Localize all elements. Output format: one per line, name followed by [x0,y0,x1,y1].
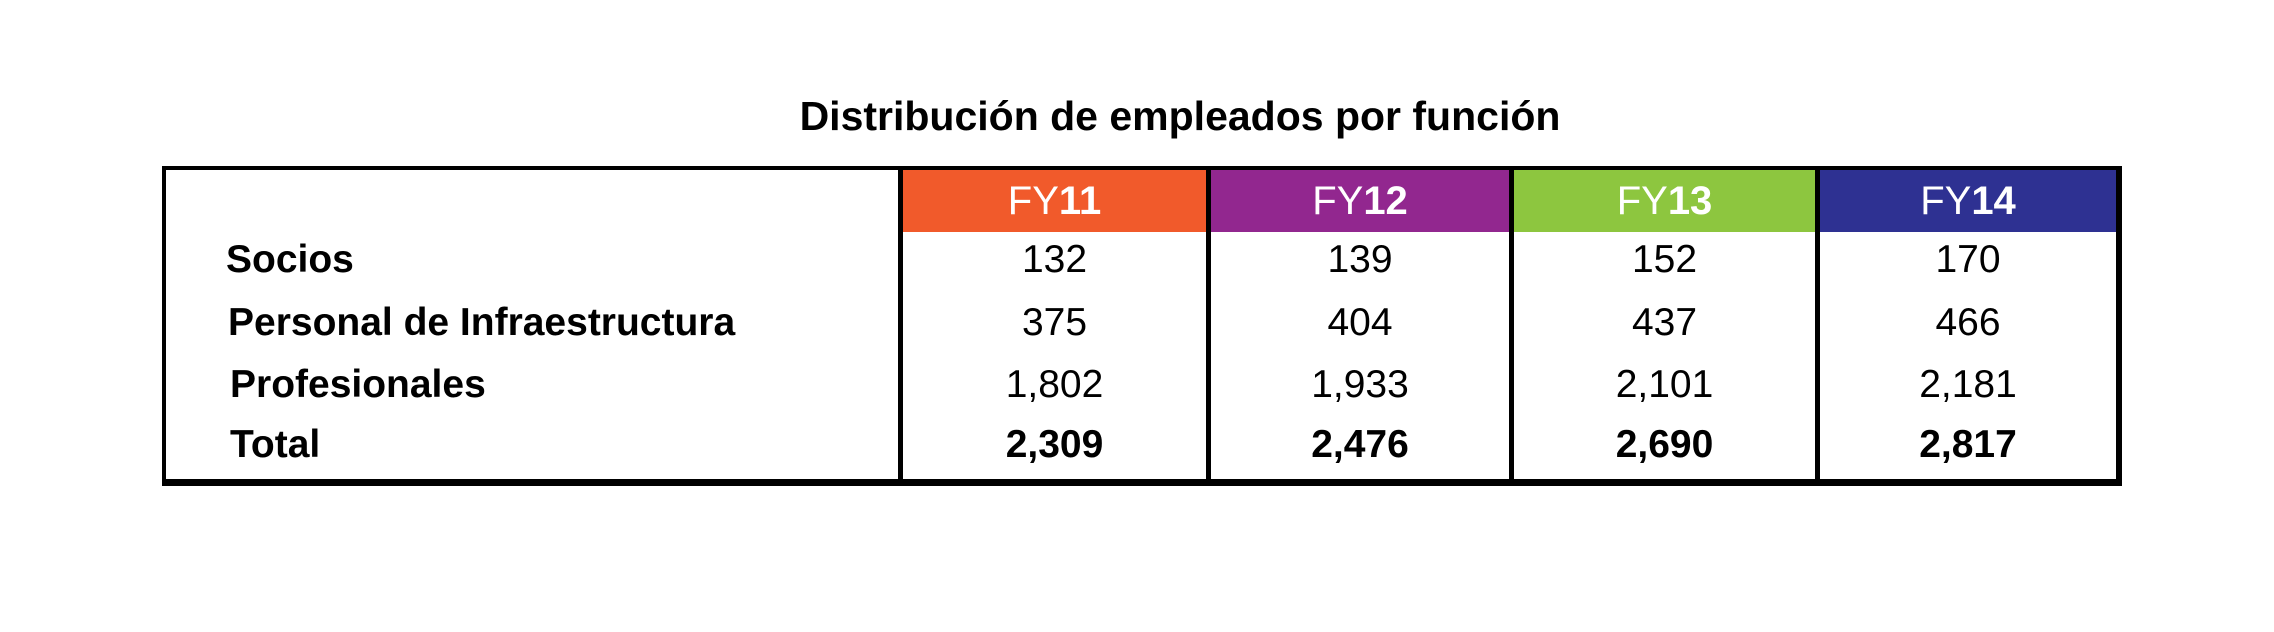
table-cell-total: 2,690 [1615,423,1714,466]
employee-distribution-table: FY 11 FY 12 FY 13 FY 14 Socios Personal de I… [162,166,2122,486]
table-cell: 2,181 [1919,363,2017,406]
row-label-socios: Socios [226,238,354,281]
header-fy11: FY 11 [903,170,1206,232]
table-cell: 2,101 [1615,363,1714,406]
header-year: 14 [1971,179,2016,223]
table-cell-total: 2,817 [1919,423,2017,466]
header-year: 12 [1363,179,1408,223]
table-title: Distribución de empleados por función [799,93,1561,139]
table-cell: 404 [1327,301,1393,344]
header-prefix: FY [1920,179,1972,223]
header-fy13: FY 13 [1514,170,1815,232]
header-year: 13 [1667,179,1713,223]
column-divider [1815,170,1820,479]
table-cell: 132 [1021,238,1088,281]
column-divider [898,170,903,479]
table-cell: 1,933 [1311,363,1409,406]
header-prefix: FY [1312,179,1364,223]
table-cell: 466 [1935,301,2001,344]
table-cell-total: 2,309 [1005,423,1104,466]
column-divider [1206,170,1211,479]
column-divider [1509,170,1514,479]
header-fy12: FY 12 [1211,170,1509,232]
table-cell-total: 2,476 [1311,423,1409,466]
table-cell: 139 [1327,238,1393,281]
table-cell: 170 [1935,238,2001,281]
row-label-total: Total [230,423,321,466]
table-cell: 437 [1631,301,1698,344]
header-year: 11 [1058,179,1102,223]
table-cell: 375 [1021,301,1088,344]
header-fy14: FY 14 [1820,170,2116,232]
header-prefix: FY [1616,179,1668,223]
row-label-profesionales: Profesionales [230,363,486,406]
table-cell: 152 [1631,238,1698,281]
row-label-infraestructura: Personal de Infraestructura [228,301,736,344]
table-cell: 1,802 [1005,363,1104,406]
header-prefix: FY [1007,179,1059,223]
